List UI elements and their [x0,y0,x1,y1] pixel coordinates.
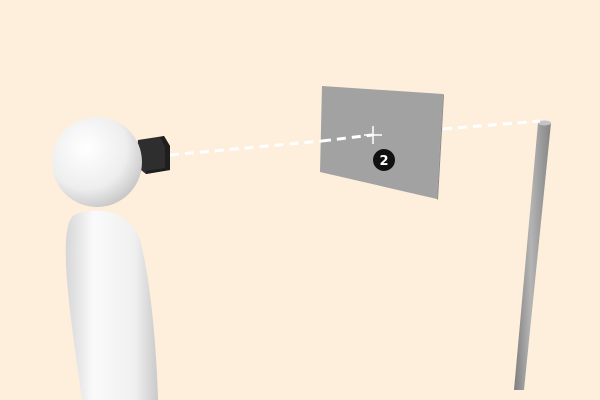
vr-headset-icon [136,136,170,174]
crosshair-icon [364,126,382,144]
person-body [65,210,158,400]
pole [514,120,551,390]
marker-label: 2 [379,154,388,169]
person-figure-icon [52,117,170,400]
sight-line [169,119,541,157]
person-head [52,117,142,207]
display-panel [320,86,444,200]
numbered-marker-icon: 2 [373,149,395,171]
